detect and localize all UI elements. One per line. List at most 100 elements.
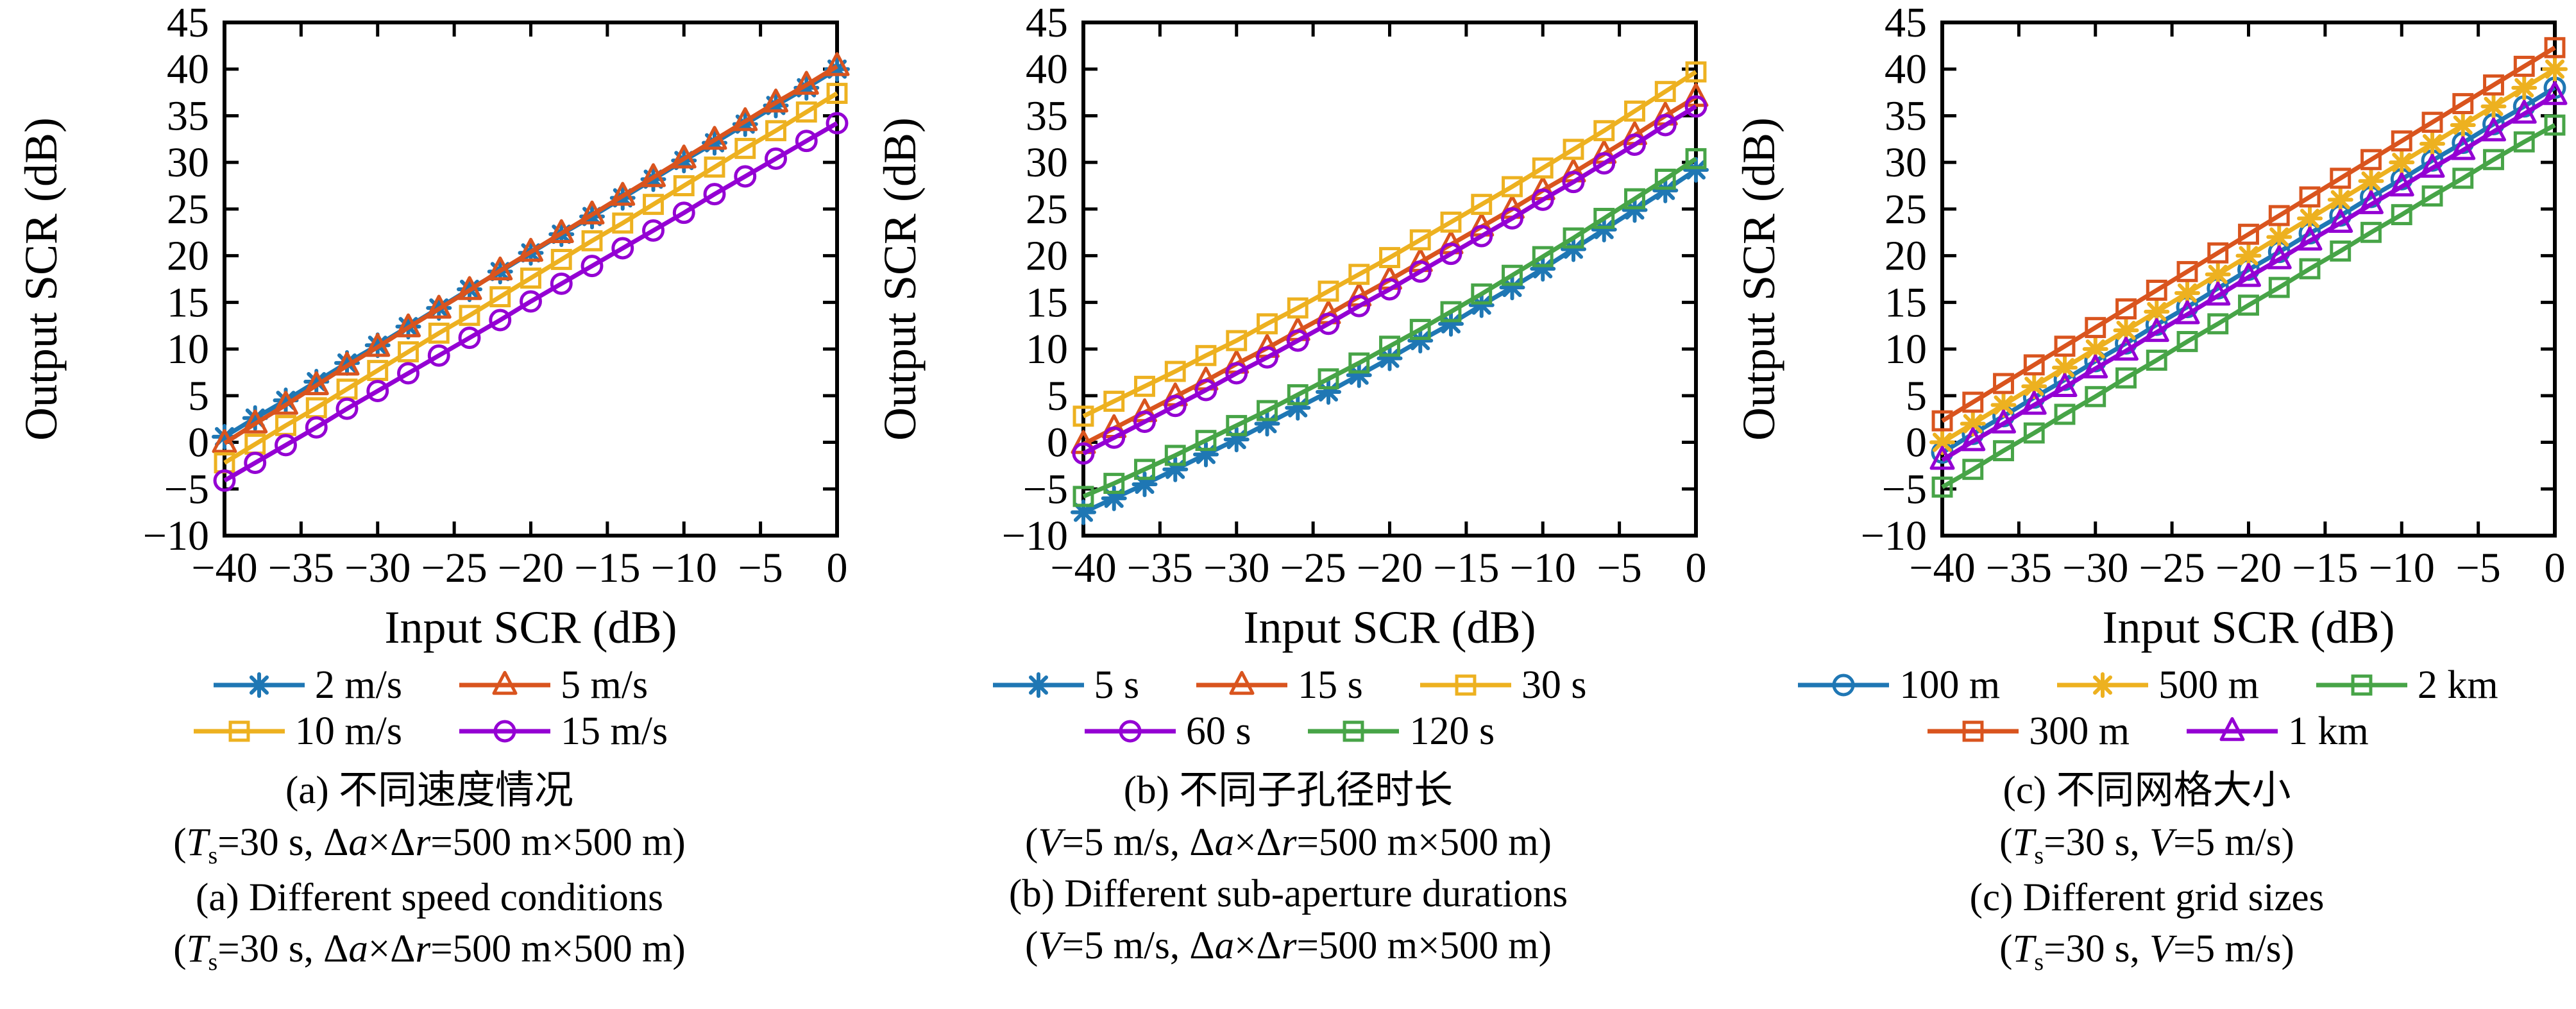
x-tick-label: −30 [2062, 545, 2128, 591]
marker-circle [611, 237, 634, 260]
marker-square [2176, 260, 2198, 282]
x-tick-label: −10 [2368, 545, 2434, 591]
marker-circle [1133, 411, 1156, 434]
x-tick-label: −10 [1510, 545, 1576, 591]
x-tick-label: −15 [2292, 545, 2358, 591]
series-markers-2-km [1931, 114, 2565, 498]
marker-triangle [671, 144, 697, 169]
caption-line: (c) 不同网格大小 [2003, 769, 2291, 812]
marker-circle [1378, 278, 1401, 301]
legend-row: 10 m/s 15 m/s [191, 711, 668, 751]
marker-square [1471, 194, 1493, 216]
y-tick-label: 40 [1026, 46, 1068, 93]
marker-circle [1593, 152, 1616, 175]
marker-square [1318, 280, 1339, 302]
marker-square [2351, 674, 2373, 696]
caption-line: (Ts=30 s, Δa×Δr=500 m×500 m) [173, 820, 686, 869]
marker-square [734, 137, 756, 159]
series-line-300-m [1940, 46, 2556, 423]
marker-circle [397, 362, 419, 385]
y-tick-label: 0 [1906, 420, 1927, 466]
marker-square [2268, 205, 2290, 226]
legend-swatch [2057, 672, 2149, 698]
marker-square [1992, 440, 2014, 462]
x-tick-label: −10 [651, 545, 717, 591]
series-markers-60-s [1072, 95, 1707, 465]
y-tick-label: 0 [1047, 420, 1068, 466]
legend-item-2-km: 2 km [2314, 665, 2498, 705]
marker-circle [213, 469, 236, 492]
marker-square [1502, 176, 1523, 198]
marker-square [2482, 74, 2504, 96]
legend-item-300-m: 300 m [1925, 711, 2130, 751]
marker-circle [1103, 426, 1126, 449]
marker-asterisk [2205, 261, 2231, 287]
legend-item-60-s: 60 s [1082, 711, 1251, 751]
marker-triangle [2511, 99, 2537, 124]
marker-square [520, 267, 541, 289]
x-tick-label: 0 [1686, 545, 1707, 591]
marker-square [2482, 149, 2504, 171]
marker-triangle [2450, 136, 2475, 160]
legend-row: 2 m/s 5 m/s [211, 665, 648, 705]
legend-swatch [459, 670, 550, 695]
marker-circle [244, 452, 267, 475]
marker-triangle [1683, 83, 1709, 107]
y-tick-label: 10 [1026, 326, 1068, 373]
marker-square [1348, 264, 1370, 285]
marker-triangle [2419, 153, 2445, 178]
marker-square [2421, 185, 2443, 207]
marker-triangle [548, 219, 574, 243]
legend-label: 60 s [1185, 709, 1251, 753]
x-tick-label: 0 [827, 545, 848, 591]
marker-square [1103, 473, 1125, 494]
marker-square [2544, 114, 2565, 136]
marker-square [2237, 223, 2259, 245]
marker-asterisk [246, 672, 272, 698]
marker-square [1931, 476, 1953, 498]
x-tick-label: −5 [2455, 545, 2500, 591]
x-tick-label: −25 [421, 545, 487, 591]
legend-item-2-m/s: 2 m/s [211, 665, 402, 705]
y-tick-label: 45 [1885, 0, 1927, 46]
y-tick-label: 25 [1885, 186, 1927, 233]
marker-square [1654, 81, 1676, 103]
legend-b: 5 s 15 s 30 s 60 s 120 s [990, 665, 1586, 751]
marker-triangle [1960, 427, 1985, 452]
y-tick-label: 25 [1026, 186, 1068, 233]
marker-circle [672, 201, 695, 225]
y-tick-label: 35 [1885, 92, 1927, 139]
y-tick-label: −5 [1881, 466, 1926, 513]
x-tick-label: 0 [2544, 545, 2565, 591]
marker-square [704, 157, 725, 178]
series-line-100-m [1940, 85, 2556, 455]
marker-square [1502, 264, 1523, 286]
marker-circle [1194, 378, 1217, 402]
legend-label: 2 m/s [314, 663, 402, 707]
x-tick-label: −40 [1909, 545, 1975, 591]
marker-square [2513, 55, 2535, 77]
chart-panel-b: −40 −35 −30 −25 −20 −15 −10 −5 0 −10 −5 0 5 10 15 20 25 3… [859, 0, 1718, 1009]
series-markers-120-s [1072, 148, 1707, 507]
marker-square [1195, 430, 1217, 452]
y-tick-label: 40 [167, 46, 209, 93]
chart-a: −40 −35 −30 −25 −20 −15 −10 −5 0−10−505101520253… [15, 0, 850, 653]
chart-panel-c: −40 −35 −30 −25 −20 −15 −10 −5 0 −10 −5 0 5 10 15 20 25 3… [1718, 0, 2576, 1009]
marker-square [228, 720, 250, 742]
marker-triangle [2327, 208, 2353, 233]
marker-circle [1562, 171, 1585, 194]
marker-square [1257, 313, 1278, 335]
marker-square [1226, 330, 1248, 352]
x-tick-label: −40 [191, 545, 257, 591]
series-markers-5-m/s [212, 52, 850, 454]
caption-line: (Ts=30 s, V=5 m/s) [1999, 928, 2294, 976]
marker-circle [1164, 394, 1187, 418]
series-markers-10-m/s [214, 83, 848, 473]
marker-square [2054, 335, 2075, 357]
marker-triangle [457, 276, 482, 300]
y-tick-label: 15 [1885, 279, 1927, 326]
marker-circle [1256, 346, 1278, 369]
marker-square [2207, 313, 2228, 335]
marker-circle [1531, 188, 1554, 211]
marker-circle [1623, 133, 1646, 157]
